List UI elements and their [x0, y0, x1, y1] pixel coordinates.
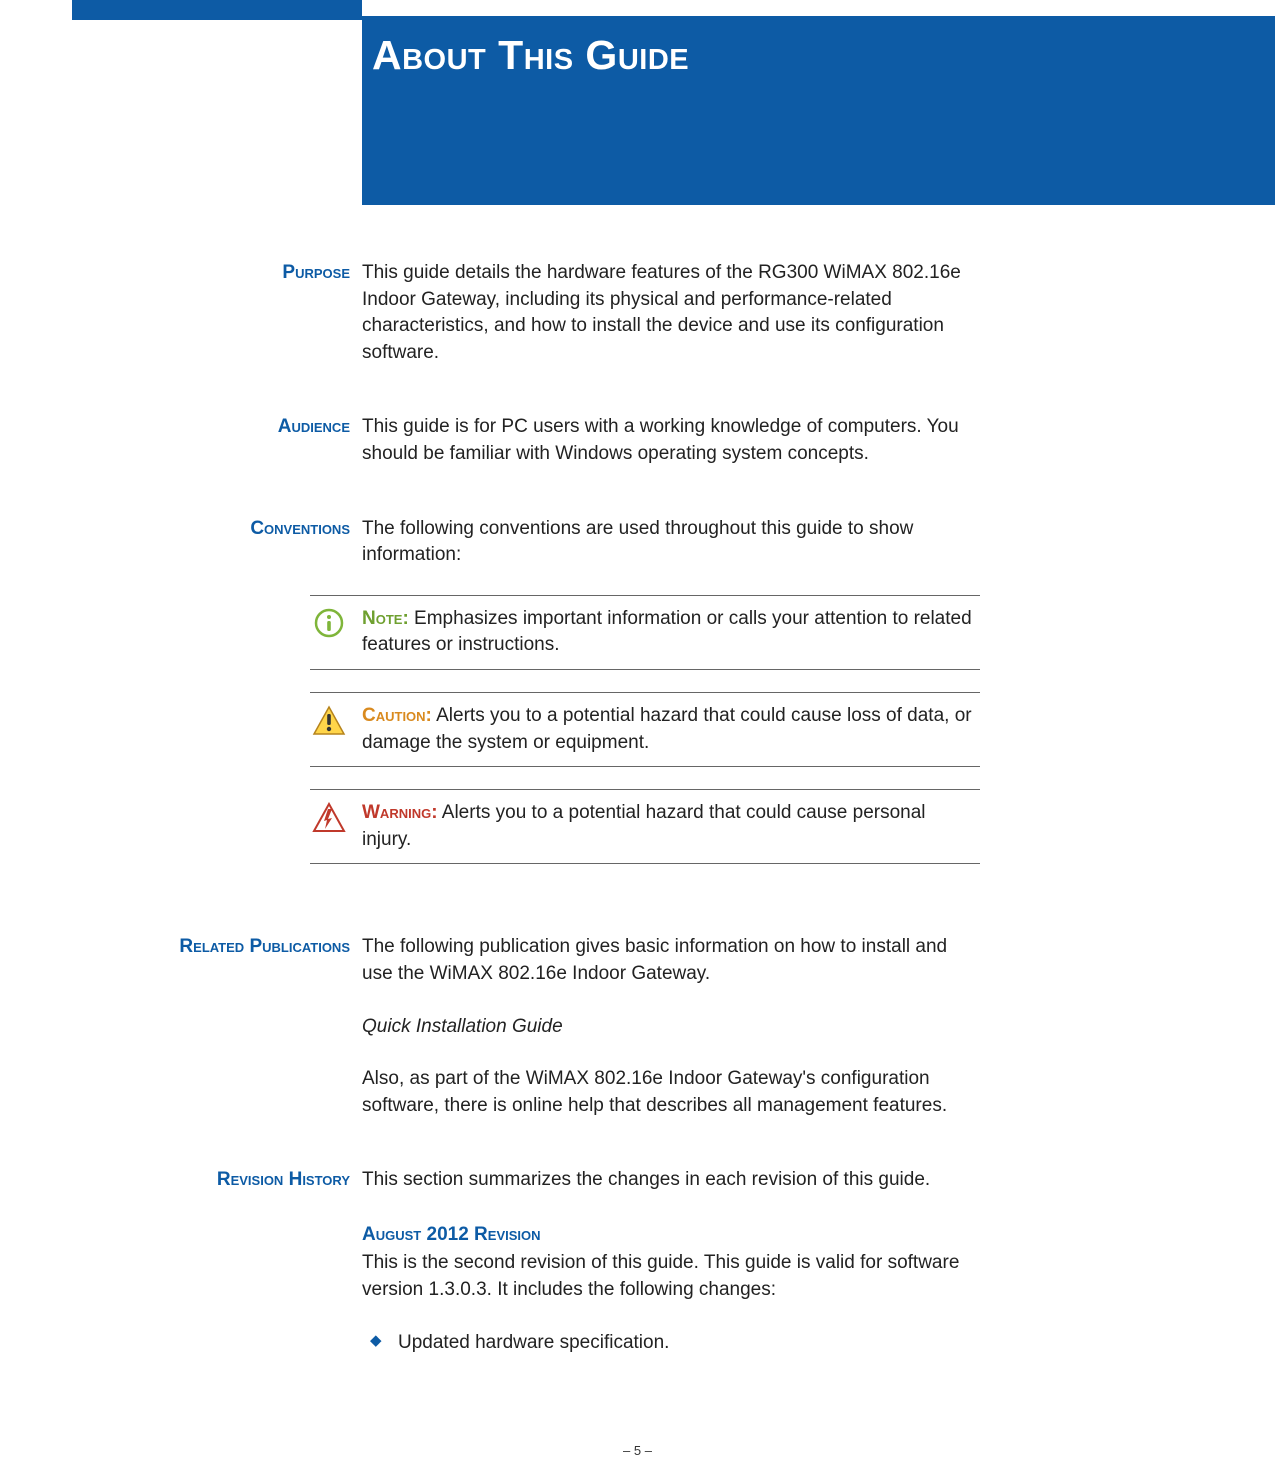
note-label: Note: [362, 608, 409, 629]
section-revision: Revision History This section summarizes… [75, 1167, 980, 1356]
content-area: Purpose This guide details the hardware … [75, 260, 980, 1404]
revision-body: This is the second revision of this guid… [362, 1250, 980, 1303]
revision-list: Updated hardware specification. [362, 1330, 980, 1357]
label-related: Related Publications [75, 934, 362, 1119]
caution-icon [310, 703, 348, 737]
warning-icon [310, 800, 348, 834]
body-purpose: This guide details the hardware features… [362, 260, 980, 366]
conventions-intro: The following conventions are used throu… [362, 516, 980, 569]
note-text: Note: Emphasizes important information o… [362, 606, 980, 659]
body-revision: This section summarizes the changes in e… [362, 1167, 980, 1356]
header-band: About This Guide [362, 20, 1275, 205]
section-purpose: Purpose This guide details the hardware … [75, 260, 980, 366]
purpose-text: This guide details the hardware features… [362, 260, 980, 366]
page-number: – 5 – [0, 1443, 1275, 1458]
page-title: About This Guide [372, 32, 689, 79]
warning-label: Warning: [362, 802, 438, 823]
body-related: The following publication gives basic in… [362, 934, 980, 1119]
related-p3: Also, as part of the WiMAX 802.16e Indoo… [362, 1066, 980, 1119]
top-bar-accent [72, 0, 362, 16]
revision-subheading: August 2012 Revision [362, 1222, 980, 1249]
warning-text: Warning: Alerts you to a potential hazar… [362, 800, 980, 853]
audience-text: This guide is for PC users with a workin… [362, 414, 980, 467]
label-revision: Revision History [75, 1167, 362, 1356]
caution-block: Caution: Alerts you to a potential hazar… [310, 692, 980, 767]
related-p2: Quick Installation Guide [362, 1014, 980, 1041]
caution-body: Alerts you to a potential hazard that co… [362, 705, 972, 753]
info-icon [310, 606, 348, 638]
label-audience: Audience [75, 414, 362, 467]
body-audience: This guide is for PC users with a workin… [362, 414, 980, 467]
warning-body: Alerts you to a potential hazard that co… [362, 802, 926, 850]
related-p1: The following publication gives basic in… [362, 934, 980, 987]
note-block: Note: Emphasizes important information o… [310, 595, 980, 670]
warning-block: Warning: Alerts you to a potential hazar… [310, 789, 980, 864]
section-conventions: Conventions The following conventions ar… [75, 516, 980, 887]
body-conventions: The following conventions are used throu… [362, 516, 980, 887]
section-related: Related Publications The following publi… [75, 934, 980, 1119]
caution-label: Caution: [362, 705, 432, 726]
label-purpose: Purpose [75, 260, 362, 366]
caution-text: Caution: Alerts you to a potential hazar… [362, 703, 980, 756]
revision-intro: This section summarizes the changes in e… [362, 1167, 980, 1194]
note-body: Emphasizes important information or call… [362, 608, 972, 656]
revision-bullet: Updated hardware specification. [362, 1330, 980, 1357]
section-audience: Audience This guide is for PC users with… [75, 414, 980, 467]
